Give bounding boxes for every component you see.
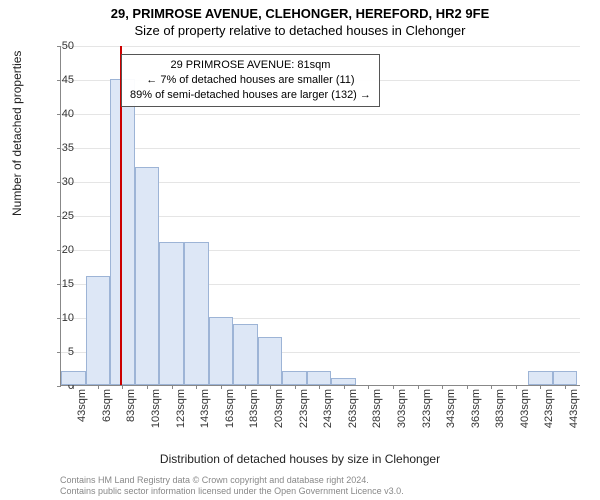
chart-title-subtitle: Size of property relative to detached ho… bbox=[0, 21, 600, 42]
annotation-box: 29 PRIMROSE AVENUE: 81sqm ← 7% of detach… bbox=[121, 54, 380, 107]
histogram-bar bbox=[184, 242, 209, 385]
histogram-bar bbox=[307, 371, 332, 385]
xtick-mark bbox=[540, 385, 541, 389]
footer-attribution: Contains HM Land Registry data © Crown c… bbox=[60, 475, 404, 498]
xtick-label: 183sqm bbox=[248, 389, 260, 428]
xtick-mark bbox=[393, 385, 394, 389]
footer-line-1: Contains HM Land Registry data © Crown c… bbox=[60, 475, 404, 487]
xtick-mark bbox=[491, 385, 492, 389]
gridline bbox=[61, 148, 580, 149]
xtick-label: 423sqm bbox=[543, 389, 555, 428]
chart-container: 29, PRIMROSE AVENUE, CLEHONGER, HEREFORD… bbox=[0, 0, 600, 500]
histogram-bar bbox=[159, 242, 184, 385]
xtick-label: 383sqm bbox=[494, 389, 506, 428]
y-axis-label: Number of detached properties bbox=[10, 51, 24, 216]
histogram-bar bbox=[553, 371, 578, 385]
histogram-bar bbox=[258, 337, 283, 385]
xtick-mark bbox=[172, 385, 173, 389]
xtick-label: 163sqm bbox=[224, 389, 236, 428]
xtick-mark bbox=[245, 385, 246, 389]
xtick-label: 143sqm bbox=[199, 389, 211, 428]
xtick-mark bbox=[270, 385, 271, 389]
xtick-label: 123sqm bbox=[175, 389, 187, 428]
xtick-label: 223sqm bbox=[298, 389, 310, 428]
xtick-mark bbox=[98, 385, 99, 389]
ytick-label: 45 bbox=[46, 74, 74, 86]
gridline bbox=[61, 114, 580, 115]
xtick-label: 83sqm bbox=[125, 389, 137, 422]
xtick-label: 403sqm bbox=[519, 389, 531, 428]
xtick-label: 243sqm bbox=[322, 389, 334, 428]
footer-line-2: Contains public sector information licen… bbox=[60, 486, 404, 498]
x-axis-label: Distribution of detached houses by size … bbox=[0, 452, 600, 466]
histogram-bar bbox=[209, 317, 234, 385]
histogram-bar bbox=[61, 371, 86, 385]
ytick-label: 30 bbox=[46, 176, 74, 188]
xtick-mark bbox=[221, 385, 222, 389]
plot-region: 29 PRIMROSE AVENUE: 81sqm ← 7% of detach… bbox=[60, 46, 580, 386]
ytick-label: 50 bbox=[46, 40, 74, 52]
histogram-bar bbox=[86, 276, 111, 385]
xtick-label: 283sqm bbox=[371, 389, 383, 428]
ytick-label: 35 bbox=[46, 142, 74, 154]
xtick-mark bbox=[196, 385, 197, 389]
ytick-label: 15 bbox=[46, 278, 74, 290]
xtick-mark bbox=[442, 385, 443, 389]
ytick-label: 10 bbox=[46, 312, 74, 324]
xtick-label: 303sqm bbox=[396, 389, 408, 428]
histogram-bar bbox=[331, 378, 356, 385]
xtick-mark bbox=[418, 385, 419, 389]
xtick-label: 263sqm bbox=[347, 389, 359, 428]
xtick-mark bbox=[319, 385, 320, 389]
ytick-label: 40 bbox=[46, 108, 74, 120]
chart-area: 29 PRIMROSE AVENUE: 81sqm ← 7% of detach… bbox=[60, 46, 580, 416]
ytick-label: 5 bbox=[46, 346, 74, 358]
xtick-label: 43sqm bbox=[76, 389, 88, 422]
xtick-label: 323sqm bbox=[421, 389, 433, 428]
xtick-label: 343sqm bbox=[445, 389, 457, 428]
histogram-bar bbox=[282, 371, 307, 385]
xtick-mark bbox=[122, 385, 123, 389]
xtick-mark bbox=[516, 385, 517, 389]
annotation-line-1: 29 PRIMROSE AVENUE: 81sqm bbox=[130, 58, 371, 73]
histogram-bar bbox=[528, 371, 553, 385]
xtick-mark bbox=[565, 385, 566, 389]
xtick-label: 363sqm bbox=[470, 389, 482, 428]
xtick-mark bbox=[368, 385, 369, 389]
annotation-line-3: 89% of semi-detached houses are larger (… bbox=[130, 88, 371, 103]
xtick-label: 63sqm bbox=[101, 389, 113, 422]
ytick-label: 20 bbox=[46, 244, 74, 256]
chart-title-address: 29, PRIMROSE AVENUE, CLEHONGER, HEREFORD… bbox=[0, 0, 600, 21]
xtick-mark bbox=[295, 385, 296, 389]
xtick-mark bbox=[467, 385, 468, 389]
gridline bbox=[61, 46, 580, 47]
ytick-label: 25 bbox=[46, 210, 74, 222]
xtick-mark bbox=[344, 385, 345, 389]
xtick-label: 443sqm bbox=[568, 389, 580, 428]
xtick-mark bbox=[147, 385, 148, 389]
xtick-label: 103sqm bbox=[150, 389, 162, 428]
histogram-bar bbox=[135, 167, 160, 385]
histogram-bar bbox=[233, 324, 258, 385]
annotation-line-2: ← 7% of detached houses are smaller (11) bbox=[130, 73, 371, 88]
histogram-bar bbox=[110, 79, 135, 385]
xtick-label: 203sqm bbox=[273, 389, 285, 428]
